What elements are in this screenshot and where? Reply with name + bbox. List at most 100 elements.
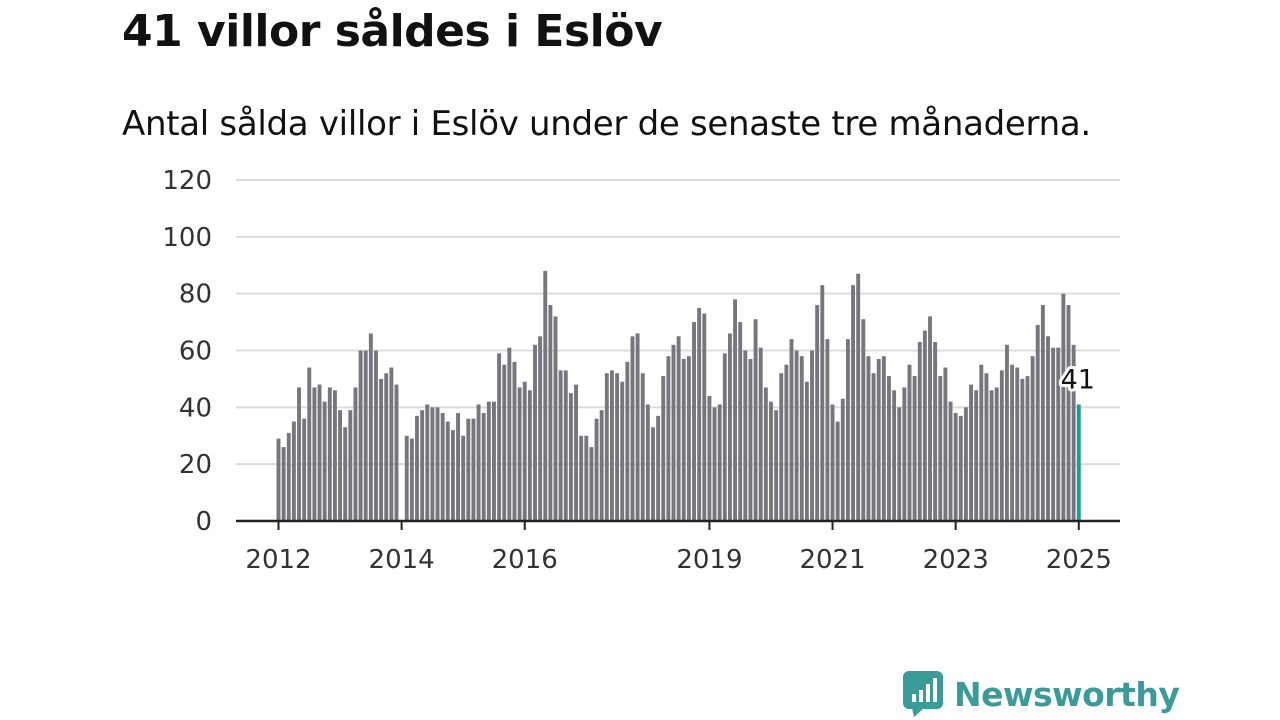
bar: [589, 447, 594, 521]
labels: 0 20 40 60 80 100 120 2012 2014 2016 2019 2021 2023 2…: [162, 166, 1112, 575]
bar: [1046, 336, 1050, 521]
bar: [943, 367, 948, 521]
bar: [281, 447, 286, 521]
bar: [1056, 347, 1061, 521]
y-tick-label: 100: [162, 223, 212, 253]
bar: [963, 407, 968, 521]
bar: [332, 390, 337, 521]
bar: [989, 390, 994, 521]
bar: [425, 404, 430, 521]
bar: [774, 410, 779, 521]
bar: [640, 373, 645, 521]
bar: [420, 410, 425, 521]
bar: [384, 373, 389, 521]
x-tick-label: 2021: [799, 545, 865, 575]
bar: [322, 401, 327, 521]
brand-name: Newsworthy: [954, 674, 1180, 714]
bar: [804, 381, 809, 521]
bar: [409, 438, 414, 521]
bar: [538, 336, 543, 521]
bar: [404, 435, 409, 521]
y-tick-label: 20: [179, 450, 212, 480]
x-tick-label: 2019: [676, 545, 742, 575]
bar: [625, 361, 630, 521]
bar: [415, 415, 419, 521]
bar: [553, 316, 558, 521]
bar: [938, 376, 943, 521]
bar: [722, 353, 727, 521]
bar: [615, 373, 620, 521]
bar: [794, 350, 799, 521]
bar: [651, 427, 655, 521]
bar: [738, 322, 743, 521]
bar: [712, 407, 717, 521]
bar: [389, 367, 394, 521]
bar: [1071, 344, 1076, 521]
x-tick-label: 2016: [492, 545, 558, 575]
bar: [994, 387, 999, 521]
bar: [307, 367, 312, 521]
bar: [979, 364, 984, 521]
bar: [887, 376, 891, 521]
x-tick-label: 2014: [369, 545, 435, 575]
bar: [486, 401, 491, 521]
bar: [620, 381, 625, 521]
bar: [1030, 356, 1035, 521]
bar-series: [276, 270, 1081, 522]
bar: [594, 418, 599, 521]
bar: [635, 333, 640, 521]
chart-title: 41 villor såldes i Eslöv: [122, 6, 663, 57]
bar: [512, 361, 517, 521]
bar: [748, 359, 753, 521]
bar: [599, 410, 604, 521]
bar: [871, 373, 876, 521]
bar: [928, 316, 932, 521]
bar: [353, 387, 358, 521]
bar: [866, 356, 871, 521]
bar: [697, 307, 702, 522]
bar: [548, 305, 553, 521]
bar: [450, 430, 455, 521]
bar: [476, 404, 481, 521]
bar: [312, 387, 317, 521]
bar: [902, 387, 907, 521]
bar: [1020, 378, 1025, 521]
bar: [907, 364, 912, 521]
bar: [317, 384, 322, 521]
bar: [912, 376, 917, 521]
bar: [286, 432, 291, 521]
bar: [563, 370, 568, 521]
y-tick-label: 80: [179, 280, 212, 310]
bar: [645, 404, 650, 521]
bar: [810, 350, 814, 521]
bar: [584, 435, 589, 521]
bar: [558, 370, 563, 521]
x-axis: [236, 519, 1120, 530]
bar: [876, 359, 881, 521]
bar: [348, 410, 353, 521]
bar: [779, 373, 784, 521]
bar: [881, 356, 886, 521]
bar: [445, 421, 450, 521]
bar: [574, 384, 578, 521]
bar: [1025, 376, 1030, 521]
bar: [1061, 293, 1066, 521]
bar: [851, 285, 856, 521]
bar: [948, 401, 953, 521]
newsworthy-logo: Newsworthy: [902, 670, 1180, 718]
bar: [1010, 364, 1015, 521]
bar: [630, 336, 635, 521]
bar: [845, 339, 850, 521]
bar: [856, 273, 861, 521]
bar: [656, 415, 661, 521]
x-tick-label: 2025: [1046, 545, 1112, 575]
bar: [969, 384, 973, 521]
bar: [394, 384, 399, 521]
bar: [671, 344, 676, 521]
bar: [681, 359, 686, 521]
bar: [1035, 324, 1040, 521]
bar: [861, 319, 866, 521]
bar: [579, 435, 584, 521]
bar: [799, 356, 804, 521]
